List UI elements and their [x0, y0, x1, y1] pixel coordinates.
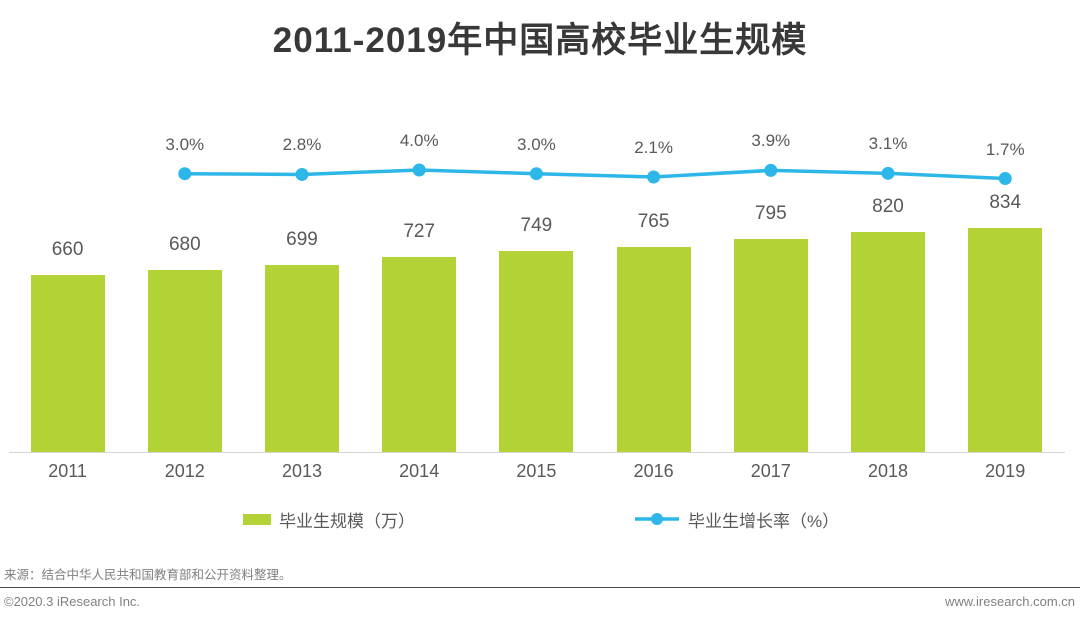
growth-point [881, 166, 895, 180]
bar-2013 [265, 265, 339, 452]
growth-value-label: 3.9% [751, 131, 791, 151]
bar-2018 [851, 232, 925, 452]
x-axis-label: 2015 [516, 461, 557, 481]
legend-item-line: 毕业生增长率（%） [634, 507, 839, 531]
x-axis-label: 2018 [867, 461, 909, 481]
bar-value-label: 749 [520, 215, 553, 236]
growth-value-label: 1.7% [985, 139, 1025, 159]
growth-point [998, 172, 1012, 186]
bar-value-label: 834 [989, 192, 1022, 213]
x-axis-label: 2019 [985, 461, 1026, 481]
footer-divider [0, 587, 1080, 588]
bar-value-label: 680 [168, 234, 201, 255]
x-axis-label: 2012 [164, 461, 205, 481]
bar-2012 [147, 270, 222, 452]
footer-copyright: ©2020.3 iResearch Inc. [4, 594, 141, 609]
bar-2017 [733, 239, 808, 452]
bar-legend-swatch-icon [243, 513, 271, 525]
growth-value-label: 3.0% [165, 134, 205, 154]
x-axis-label: 2014 [399, 461, 440, 481]
growth-point [764, 163, 778, 177]
growth-value-label: 2.1% [634, 138, 673, 158]
growth-point [412, 163, 426, 177]
line-legend-label: 毕业生增长率（%） [688, 511, 840, 531]
x-axis-label: 2013 [281, 461, 323, 481]
x-axis-label: 2017 [750, 461, 791, 481]
chart-title: 2011-2019年中国高校毕业生规模 [272, 21, 808, 60]
bar-value-label: 660 [51, 239, 84, 260]
bar-legend-label: 毕业生规模（万） [279, 511, 415, 531]
source-note: 来源：结合中华人民共和国教育部和公开资料整理。 [4, 568, 292, 582]
growth-value-label: 4.0% [399, 131, 439, 150]
footer-website-link: www.iresearch.com.cn [944, 594, 1075, 609]
bar-value-label: 795 [754, 203, 787, 224]
growth-value-label: 3.0% [517, 134, 556, 154]
bar-2016 [616, 247, 691, 452]
growth-value-label: 3.1% [868, 134, 908, 154]
x-axis-label: 2016 [633, 461, 674, 481]
growth-value-label: 2.8% [282, 135, 322, 155]
x-axis-label: 2011 [48, 461, 87, 481]
bar-2019 [968, 228, 1043, 452]
x-axis-line [9, 452, 1065, 453]
legend-item-bar: 毕业生规模（万） [243, 507, 415, 531]
growth-point [178, 167, 192, 181]
bar-2015 [499, 251, 574, 452]
bar-value-label: 820 [872, 196, 904, 217]
growth-line [184, 168, 1006, 181]
bar-2014 [382, 257, 457, 452]
bar-value-label: 727 [403, 221, 436, 242]
bar-2011 [30, 275, 105, 452]
bar-value-label: 699 [286, 229, 318, 250]
growth-point [295, 167, 309, 181]
chart-legend: 毕业生规模（万） 毕业生增长率（%） [0, 507, 1080, 533]
line-legend-marker-icon [635, 513, 679, 525]
bar-value-label: 765 [637, 211, 670, 232]
growth-point [647, 170, 661, 184]
growth-point [529, 167, 543, 181]
